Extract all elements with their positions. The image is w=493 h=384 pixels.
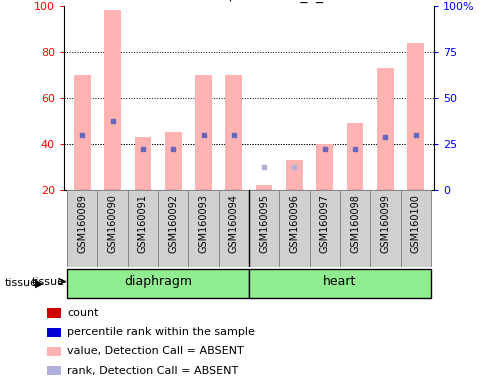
Bar <box>188 190 219 267</box>
Text: GSM160093: GSM160093 <box>199 194 209 253</box>
Bar <box>249 268 431 298</box>
Bar <box>279 190 310 267</box>
Text: value, Detection Call = ABSENT: value, Detection Call = ABSENT <box>67 346 244 356</box>
Text: GSM160097: GSM160097 <box>320 194 330 253</box>
Bar <box>47 366 61 375</box>
Text: GSM160096: GSM160096 <box>289 194 299 253</box>
Text: GSM160095: GSM160095 <box>259 194 269 253</box>
Title: GDS3224 / 1388064_a_at: GDS3224 / 1388064_a_at <box>160 0 338 3</box>
Bar <box>195 75 212 190</box>
Bar <box>256 185 273 190</box>
Bar <box>377 68 394 190</box>
Text: heart: heart <box>323 275 356 288</box>
Text: GSM160099: GSM160099 <box>380 194 390 253</box>
Bar <box>47 308 61 318</box>
Text: rank, Detection Call = ABSENT: rank, Detection Call = ABSENT <box>67 366 238 376</box>
Text: ▶: ▶ <box>35 278 43 288</box>
Text: GSM160094: GSM160094 <box>229 194 239 253</box>
Bar <box>158 190 188 267</box>
Text: tissue: tissue <box>32 276 65 286</box>
Text: GSM160092: GSM160092 <box>168 194 178 253</box>
Bar <box>249 190 279 267</box>
Text: GSM160089: GSM160089 <box>77 194 87 253</box>
Text: diaphragm: diaphragm <box>124 275 192 288</box>
Text: count: count <box>67 308 99 318</box>
Text: percentile rank within the sample: percentile rank within the sample <box>67 327 255 337</box>
Text: GSM160091: GSM160091 <box>138 194 148 253</box>
Bar <box>286 160 303 190</box>
Bar <box>407 43 424 190</box>
Bar <box>104 10 121 190</box>
Bar <box>225 75 242 190</box>
Bar <box>74 75 91 190</box>
Bar <box>310 190 340 267</box>
Text: GSM160090: GSM160090 <box>107 194 118 253</box>
Text: tissue: tissue <box>5 278 38 288</box>
Text: GSM160098: GSM160098 <box>350 194 360 253</box>
Bar <box>67 268 249 298</box>
Bar <box>370 190 400 267</box>
Bar <box>47 347 61 356</box>
Bar <box>98 190 128 267</box>
Bar <box>67 190 98 267</box>
Bar <box>47 328 61 337</box>
Bar <box>219 190 249 267</box>
Bar <box>128 190 158 267</box>
Text: GSM160100: GSM160100 <box>411 194 421 253</box>
Bar <box>135 137 151 190</box>
Bar <box>317 144 333 190</box>
Bar <box>340 190 370 267</box>
Bar <box>347 123 363 190</box>
Bar <box>165 132 181 190</box>
Bar <box>400 190 431 267</box>
